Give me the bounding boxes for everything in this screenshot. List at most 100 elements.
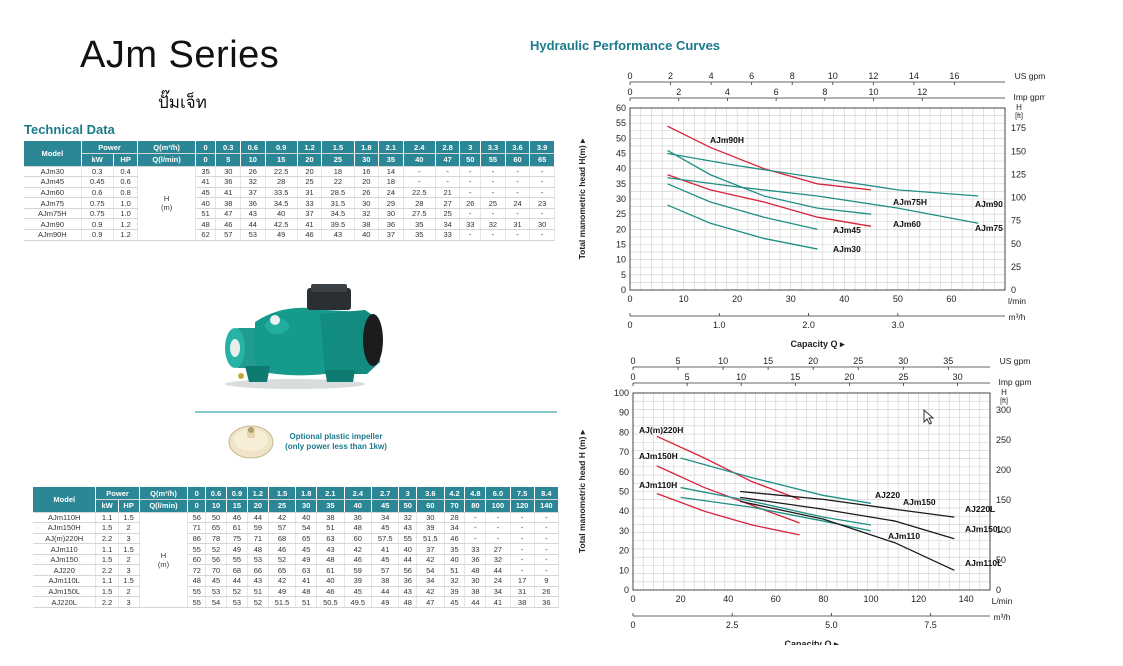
head-value-cell: - xyxy=(480,187,506,199)
flow-m3h-cell: 0 xyxy=(187,487,207,500)
y-tick-label: 35 xyxy=(616,179,626,189)
head-value-cell: 51 xyxy=(295,596,318,608)
head-value-cell: 35 xyxy=(444,543,466,555)
head-value-cell: 43 xyxy=(240,208,266,220)
series-line xyxy=(739,500,955,571)
head-value-cell: 42 xyxy=(268,575,297,587)
head-unit-cell: H (m) xyxy=(137,166,196,241)
head-value-cell: 45 xyxy=(344,586,373,598)
kw-header: kW xyxy=(95,499,119,513)
table-row: AJm45 0.45 0.6 41 36 32 28 25 22 20 18- - - - - - xyxy=(24,176,555,188)
flow-m3h-cell: 3.3 xyxy=(480,141,506,154)
flow-lmin-cell: 30 xyxy=(354,153,380,167)
head-value-cell: 44 xyxy=(247,512,269,524)
us-gpm-tick-label: 0 xyxy=(630,356,635,366)
y-axis-title: Total manometric head H(m) ▸ xyxy=(577,138,587,259)
head-value-cell: 22.5 xyxy=(265,166,298,178)
ft-label: H xyxy=(1001,388,1007,397)
flow-m3h-cell: 2.1 xyxy=(378,141,404,154)
ft-tick-label: 300 xyxy=(996,405,1011,415)
head-value-cell: - xyxy=(485,522,511,534)
head-value-cell: 25 xyxy=(435,208,461,220)
series-label: AJm75 xyxy=(975,223,1003,233)
us-gpm-tick-label: 2 xyxy=(668,71,673,81)
head-value-cell: 40 xyxy=(444,554,466,566)
series-line xyxy=(680,486,872,526)
x-tick-label: 40 xyxy=(839,294,849,304)
flow-m3h-cell: 2.7 xyxy=(371,487,400,500)
technical-data-table: Model Power Q(m³/h) 0 0.3 0.6 0.9 1.2 1.5 1.8 2.1 2… xyxy=(24,141,555,241)
flow-m3h-cell: 0.9 xyxy=(265,141,298,154)
flow-m3h-cell: 7.5 xyxy=(510,487,535,500)
us-gpm-tick-label: 16 xyxy=(949,71,959,81)
impeller-caption-line1: Optional plastic impeller xyxy=(289,432,383,441)
kw-cell: 1.5 xyxy=(95,554,119,566)
head-value-cell: 50.5 xyxy=(316,596,345,608)
head-value-cell: 54 xyxy=(205,596,227,608)
head-value-cell: 34 xyxy=(485,586,511,598)
head-value-cell: 65 xyxy=(205,522,227,534)
flow-m3h-cell: 1.2 xyxy=(297,141,323,154)
head-value-cell: 56 xyxy=(187,512,207,524)
head-value-cell: 29 xyxy=(378,197,404,209)
head-value-cell: 48 xyxy=(316,554,345,566)
hp-cell: 2 xyxy=(118,522,140,534)
head-value-cell: 61 xyxy=(226,522,248,534)
head-value-cell: 54 xyxy=(295,522,318,534)
series-line xyxy=(740,496,955,540)
model-cell: AJm75H xyxy=(24,208,82,220)
head-value-cell: 17 xyxy=(510,575,535,587)
head-value-cell: 32 xyxy=(354,208,380,220)
head-value-cell: 38 xyxy=(510,596,535,608)
head-value-cell: 42 xyxy=(416,586,445,598)
head-value-cell: 27 xyxy=(485,543,511,555)
ft-tick-label: 100 xyxy=(1011,193,1026,203)
head-value-cell: 25 xyxy=(480,197,506,209)
head-value-cell: 30 xyxy=(378,208,404,220)
head-value-cell: - xyxy=(480,208,506,220)
header-row: Model Power Q(m³/h) 0 0.6 0.9 1.2 1.5 1.8 2.1 2.4 2… xyxy=(33,487,560,513)
y-tick-label: 60 xyxy=(616,103,626,113)
ft-unit: [ft] xyxy=(1015,113,1023,120)
flow-lmin-cell: 35 xyxy=(316,499,345,513)
head-value-cell: - xyxy=(459,176,482,188)
y-tick-label: 55 xyxy=(616,118,626,128)
table-row: AJm90 0.9 1.2 48 46 44 42.5 41 39.5 38 36 35 34 33 32 3… xyxy=(24,218,555,231)
kw-cell: 0.75 xyxy=(81,197,114,209)
flow-lmin-cell: 15 xyxy=(226,499,248,513)
head-value-cell: - xyxy=(510,554,535,566)
head-value-cell: 43 xyxy=(398,586,418,598)
hp-cell: 1.5 xyxy=(118,512,140,524)
model-cell: AJm150L xyxy=(33,586,97,598)
head-value-cell: 63 xyxy=(316,533,345,545)
head-value-cell: 56 xyxy=(205,554,227,566)
head-value-cell: 51 xyxy=(444,564,466,577)
flow-m3h-cell: 0.6 xyxy=(240,141,266,154)
head-value-cell: 57 xyxy=(371,564,400,577)
head-value-cell: 75 xyxy=(226,533,248,545)
series-line xyxy=(667,183,818,230)
head-value-cell: 23 xyxy=(529,197,555,209)
head-value-cell: 48 xyxy=(398,596,418,608)
head-value-cell: 33 xyxy=(297,197,323,209)
table-header: Model Power Q(m³/h) 0 0.3 0.6 0.9 1.2 1.5 1.8 2.1 2… xyxy=(24,141,555,167)
model-cell: AJm90H xyxy=(24,229,82,241)
m3h-unit-label: m³/h xyxy=(994,612,1011,622)
flow-lmin-cell: 25 xyxy=(321,153,355,167)
head-value-cell: 38 xyxy=(464,586,487,598)
head-value-cell: - xyxy=(505,187,531,199)
x-unit-label: l/min xyxy=(1008,296,1026,306)
head-value-cell: 71 xyxy=(187,522,207,534)
head-value-cell: - xyxy=(505,176,531,188)
flow-lmin-cell: 120 xyxy=(510,499,535,513)
head-value-cell: 28 xyxy=(444,512,466,524)
head-value-cell: - xyxy=(529,208,555,220)
us-gpm-tick-label: 10 xyxy=(718,356,728,366)
ft-tick-label: 200 xyxy=(996,465,1011,475)
m3h-tick-label: 0 xyxy=(630,620,635,630)
head-value-cell: 22.5 xyxy=(403,187,436,199)
imp-gpm-tick-label: 15 xyxy=(790,372,800,382)
x-unit-label: L/min xyxy=(992,596,1013,606)
model-cell: AJm150H xyxy=(33,522,97,534)
